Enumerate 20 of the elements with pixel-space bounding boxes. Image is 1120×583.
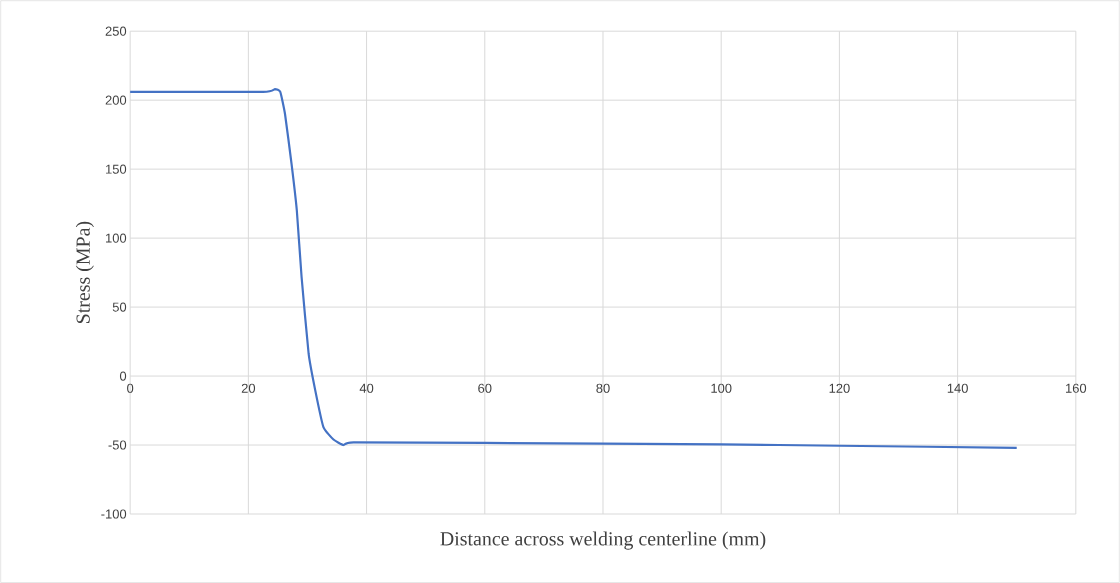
x-axis-title: Distance across welding centerline (mm) [440, 531, 766, 550]
x-tick-label: 80 [596, 383, 610, 393]
x-tick-label: 160 [1066, 383, 1087, 393]
y-tick-label: -100 [101, 509, 127, 519]
y-tick-label: 50 [112, 302, 127, 312]
y-tick-label: -50 [108, 440, 127, 450]
y-tick-label: 250 [105, 26, 127, 36]
x-tick-label: 0 [127, 383, 134, 393]
y-axis-title: Stress (MPa) [75, 221, 94, 323]
x-tick-label: 20 [241, 383, 256, 393]
y-tick-label: 0 [119, 371, 127, 381]
x-tick-label: 100 [711, 383, 732, 393]
x-tick-label: 120 [829, 383, 850, 393]
x-tick-label: 60 [478, 383, 492, 393]
y-tick-label: 100 [106, 233, 127, 243]
x-tick-label: 40 [359, 383, 374, 393]
y-tick-label: 200 [105, 95, 127, 105]
y-tick-label: 150 [106, 164, 127, 174]
x-tick-label: 140 [947, 383, 968, 393]
line-series [129, 87, 1018, 449]
